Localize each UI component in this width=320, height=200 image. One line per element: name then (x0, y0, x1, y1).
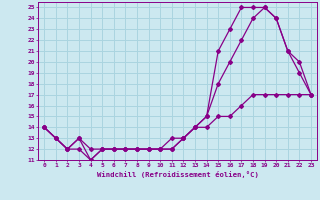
X-axis label: Windchill (Refroidissement éolien,°C): Windchill (Refroidissement éolien,°C) (97, 171, 259, 178)
